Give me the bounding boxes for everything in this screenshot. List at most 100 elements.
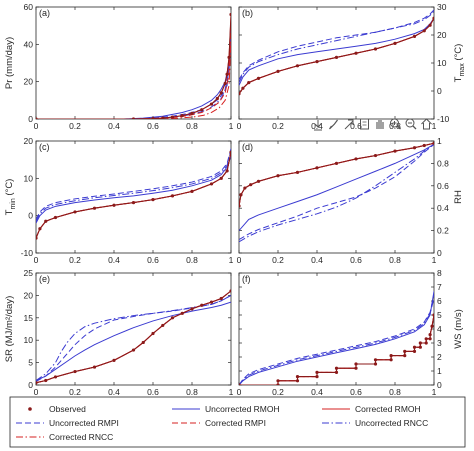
observed-point — [432, 16, 434, 20]
observed-point — [219, 91, 223, 95]
observed-point — [249, 183, 253, 187]
axes-toolbar[interactable] — [314, 118, 432, 131]
chart-panel: 0 0.2 0.4 0.6 0.8 1 0 20 40 60 (a) Pr (mm/day) — [4, 2, 234, 131]
observed-point — [315, 375, 319, 379]
observed-point — [247, 81, 251, 85]
y-tick-label: 0.4 — [437, 203, 449, 213]
y-tick-label: 6 — [437, 296, 442, 306]
observed-point — [170, 316, 175, 320]
plot-frame — [35, 140, 232, 254]
observed-point — [412, 146, 417, 150]
observed-point — [131, 201, 136, 205]
observed-point — [215, 96, 219, 101]
series-line — [36, 155, 231, 224]
observed-point — [241, 86, 245, 90]
observed-point — [295, 375, 300, 379]
observed-point — [190, 111, 194, 115]
observed-point — [389, 354, 393, 358]
chart-panel: 0 0.2 0.4 0.6 0.8 100.20.40.60.81(d)RH — [237, 136, 464, 265]
observed-point — [225, 169, 229, 173]
observed-point — [418, 341, 422, 345]
observed-point — [190, 307, 194, 311]
y-axis-label: RH — [453, 190, 464, 204]
pan-icon[interactable] — [376, 120, 384, 129]
y-tick-label: 0 — [437, 380, 442, 390]
datatip-icon[interactable] — [360, 118, 369, 130]
legend-entry: Uncorrected RMPI — [16, 418, 119, 428]
x-tick-label: 0.6 — [147, 387, 159, 397]
plot-frame — [238, 140, 435, 254]
observed-point — [373, 153, 378, 158]
observed-point — [373, 362, 378, 366]
observed-point — [276, 383, 280, 385]
x-tick-label: 0.4 — [108, 387, 120, 397]
zoom-in-icon[interactable] — [390, 118, 401, 130]
observed-point — [225, 72, 229, 76]
brush-icon[interactable] — [329, 119, 338, 130]
observed-point — [53, 375, 58, 379]
plot-frame — [238, 6, 435, 120]
observed-point — [424, 341, 428, 345]
observed-point — [295, 170, 300, 174]
series-line — [239, 10, 434, 83]
observed-point — [403, 354, 407, 358]
home-icon[interactable] — [421, 118, 432, 130]
observed-point — [432, 141, 434, 145]
legend-entry: Corrected RMOH — [322, 404, 421, 414]
y-tick-label: 5 — [28, 358, 33, 368]
series-group — [36, 12, 231, 119]
observed-point — [276, 379, 280, 383]
panel-label: (d) — [242, 142, 253, 152]
observed-point — [412, 349, 417, 353]
series-group — [239, 9, 434, 96]
observed-point — [422, 143, 426, 148]
observed-point — [73, 210, 77, 214]
series-group — [239, 291, 434, 385]
observed-point — [170, 115, 175, 119]
observed-point — [209, 102, 214, 106]
x-tick-label: 0.8 — [186, 121, 198, 131]
legend-entry: Uncorrected RNCC — [322, 418, 428, 428]
y-tick-label: 5 — [437, 310, 442, 320]
observed-point — [256, 76, 261, 80]
x-tick-label: 0 — [34, 387, 39, 397]
observed-point — [151, 198, 155, 202]
y-tick-label: 40 — [24, 39, 34, 49]
observed-point — [373, 358, 378, 362]
zoom-out-icon[interactable] — [405, 118, 417, 130]
y-axis-label: Pr (mm/day) — [4, 37, 15, 89]
y-tick-label: 10 — [24, 335, 34, 345]
x-tick-label: 0 — [34, 121, 39, 131]
x-tick-label: 0.4 — [311, 255, 323, 265]
observed-point — [180, 114, 184, 118]
x-tick-label: 0.4 — [108, 121, 120, 131]
observed-point — [44, 378, 48, 383]
legend-box — [9, 396, 466, 448]
y-tick-label: 60 — [24, 2, 34, 12]
y-tick-label: -10 — [437, 114, 450, 124]
observed-point — [432, 313, 434, 317]
y-axis-label: Tmax (°C) — [453, 44, 466, 83]
observed-point — [422, 29, 426, 33]
x-tick-label: 0.2 — [69, 255, 81, 265]
y-tick-label: 3 — [437, 338, 442, 348]
panel-label: (a) — [39, 8, 50, 18]
panel-label: (b) — [242, 8, 253, 18]
legend-label: Corrected RNCC — [49, 432, 113, 442]
observed-point — [428, 23, 432, 27]
y-tick-label: 20 — [437, 30, 447, 40]
observed-point — [430, 324, 434, 328]
y-tick-label: 0 — [28, 114, 33, 124]
x-tick-label: 0.8 — [389, 387, 401, 397]
observed-point — [209, 300, 214, 304]
link-icon[interactable] — [344, 119, 354, 130]
export-icon[interactable] — [314, 120, 322, 131]
observed-point — [334, 55, 339, 60]
x-tick-label: 1 — [432, 387, 437, 397]
observed-point — [354, 157, 358, 161]
y-tick-label: 8 — [437, 268, 442, 278]
panel-label: (c) — [39, 142, 50, 152]
observed-point — [315, 60, 319, 64]
observed-point — [131, 348, 136, 352]
